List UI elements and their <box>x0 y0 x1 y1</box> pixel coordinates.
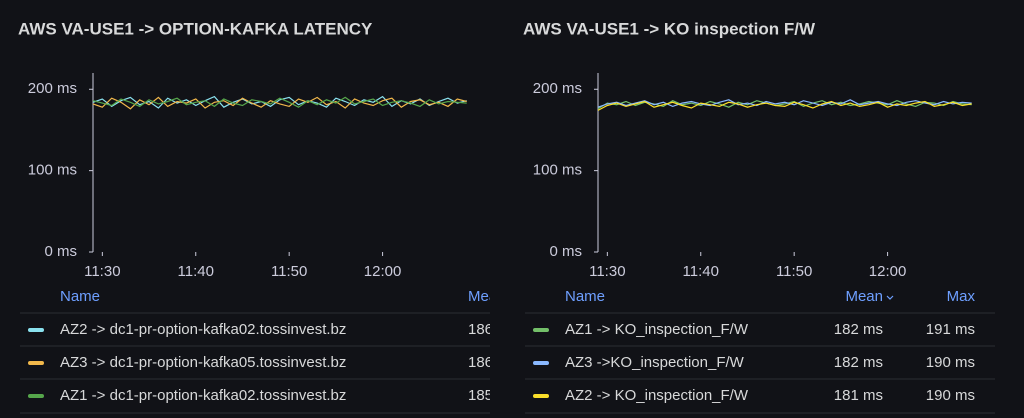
legend-mean: 186 ms <box>468 321 517 338</box>
y-tick-label: 200 ms <box>28 80 77 97</box>
legend: Name Mean Max AZ1 -> KO_inspection_F/W 182 m… <box>525 288 995 414</box>
y-tick-label: 200 ms <box>533 80 582 97</box>
x-tick-label: 12:00 <box>869 263 907 280</box>
series-line <box>92 96 467 108</box>
x-tick-label: 11:40 <box>178 263 214 280</box>
legend-header: Name <box>565 288 605 305</box>
legend-swatch <box>533 361 549 365</box>
series-line <box>597 99 972 108</box>
legend-header: Mean <box>845 288 883 305</box>
legend-name: AZ2 -> KO_inspection_F/W <box>565 387 749 404</box>
y-tick-label: 100 ms <box>28 162 77 179</box>
legend-header: Name <box>60 288 100 305</box>
y-tick-label: 100 ms <box>533 162 582 179</box>
legend-name: AZ1 -> dc1-pr-option-kafka02.tossinvest.… <box>60 387 346 404</box>
legend-swatch <box>28 328 44 332</box>
legend-mean: 181 ms <box>834 387 883 404</box>
x-tick-label: 11:30 <box>589 263 625 280</box>
legend-mean: 185 ms <box>468 387 517 404</box>
legend-name: AZ3 ->KO_inspection_F/W <box>565 354 745 371</box>
legend-max: 191 ms <box>926 321 975 338</box>
y-tick-label: 0 ms <box>549 243 582 260</box>
legend-mean: 182 ms <box>834 321 883 338</box>
y-tick-label: 0 ms <box>44 243 77 260</box>
panel-title: AWS VA-USE1 -> OPTION-KAFKA LATENCY <box>18 19 373 38</box>
series-line <box>597 100 972 111</box>
legend-header: Max <box>947 288 976 305</box>
legend-swatch <box>533 328 549 332</box>
legend: Name Mean AZ2 -> dc1-pr-option-kafka02.tos… <box>20 288 517 414</box>
x-tick-label: 11:50 <box>776 263 812 280</box>
legend-mean: 186 ms <box>468 354 517 371</box>
legend-max: 190 ms <box>926 387 975 404</box>
legend-header: Mean <box>468 288 506 305</box>
x-tick-label: 11:40 <box>683 263 719 280</box>
sort-chevron <box>886 295 894 300</box>
series-line <box>92 96 467 110</box>
x-tick-label: 11:30 <box>84 263 120 280</box>
legend-max: 190 ms <box>926 354 975 371</box>
legend-name: AZ1 -> KO_inspection_F/W <box>565 321 749 338</box>
legend-mean: 182 ms <box>834 354 883 371</box>
x-tick-label: 12:00 <box>364 263 402 280</box>
panel-title: AWS VA-USE1 -> KO inspection F/W <box>523 19 816 38</box>
legend-name: AZ3 -> dc1-pr-option-kafka05.tossinvest.… <box>60 354 346 371</box>
legend-swatch <box>533 394 549 398</box>
legend-swatch <box>28 361 44 365</box>
legend-name: AZ2 -> dc1-pr-option-kafka02.tossinvest.… <box>60 321 346 338</box>
x-tick-label: 11:50 <box>271 263 307 280</box>
legend-swatch <box>28 394 44 398</box>
